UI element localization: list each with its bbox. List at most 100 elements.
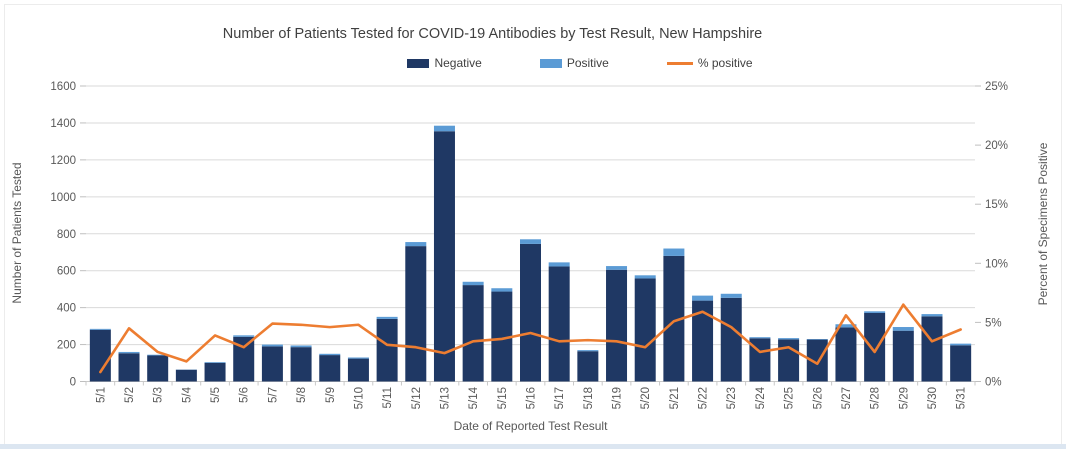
bar-positive	[577, 350, 599, 352]
bar-negative	[204, 362, 226, 382]
legend-label-negative: Negative	[434, 56, 482, 70]
left-axis-tick-label: 600	[57, 266, 76, 278]
right-axis-tick-label: 20%	[985, 140, 1008, 152]
x-axis-category-label: 5/27	[841, 387, 853, 409]
x-axis-category-label: 5/8	[296, 387, 308, 403]
bar-positive	[950, 343, 972, 346]
x-axis-category-label: 5/12	[411, 387, 423, 409]
chart-title: Number of Patients Tested for COVID-19 A…	[222, 26, 763, 42]
bar-positive	[491, 288, 513, 292]
bar-positive	[720, 293, 742, 298]
x-axis-category-label: 5/9	[325, 387, 337, 403]
bar-positive	[261, 344, 283, 347]
bar-positive	[462, 281, 484, 286]
bar-positive	[147, 354, 169, 356]
bar-negative	[347, 358, 369, 382]
right-axis-tick-label: 5%	[985, 317, 1002, 329]
x-axis-category-label: 5/17	[554, 387, 566, 409]
bar-negative	[319, 355, 341, 382]
x-axis-category-label: 5/10	[353, 387, 365, 409]
bar-negative	[175, 369, 197, 382]
bar-negative	[835, 327, 857, 382]
x-axis-category-label: 5/4	[181, 386, 193, 403]
left-axis-tick-label: 800	[57, 229, 76, 241]
left-axis-tick-label: 1400	[50, 118, 76, 130]
x-axis-category-label: 5/13	[439, 387, 451, 409]
bar-positive	[892, 327, 914, 331]
bar-positive	[749, 337, 771, 339]
bar-negative	[405, 246, 427, 382]
bar-positive	[118, 351, 140, 354]
x-axis-category-label: 5/2	[124, 387, 136, 403]
bar-positive	[835, 324, 857, 328]
bar-positive	[634, 275, 656, 279]
bar-positive	[520, 239, 541, 244]
bar-positive	[864, 311, 886, 313]
x-axis-category-label: 5/24	[755, 386, 767, 409]
bar-positive	[319, 353, 341, 356]
x-axis-category-label: 5/19	[612, 387, 624, 409]
left-axis-tick-label: 400	[57, 303, 76, 315]
bottom-border-strip	[0, 444, 1066, 449]
bar-negative	[806, 339, 828, 382]
bar-negative	[147, 355, 169, 382]
negative-swatch-icon	[407, 58, 430, 68]
legend: Negative Positive % positive	[170, 56, 990, 70]
x-axis-category-label: 5/14	[468, 386, 480, 409]
x-axis-category-label: 5/22	[698, 387, 710, 409]
bar-positive	[89, 328, 111, 330]
bar-negative	[462, 285, 484, 382]
legend-label-percent-positive: % positive	[697, 56, 753, 70]
right-axis-tick-label: 0%	[985, 377, 1002, 389]
bar-negative	[634, 278, 656, 382]
legend-label-positive: Positive	[566, 56, 609, 70]
bar-negative	[491, 291, 513, 382]
left-axis-tick-label: 1000	[50, 192, 76, 204]
bar-positive	[233, 335, 255, 337]
x-axis-category-label: 5/28	[870, 387, 882, 409]
bar-positive	[778, 338, 800, 340]
x-axis-category-label: 5/21	[669, 387, 681, 409]
bar-negative	[261, 346, 283, 382]
bar-negative	[290, 347, 312, 382]
x-axis-category-label: 5/5	[210, 387, 222, 403]
x-axis-category-label: 5/30	[927, 387, 939, 409]
x-axis-category-label: 5/23	[726, 387, 738, 409]
bar-negative	[89, 329, 111, 382]
legend-item-percent-positive: % positive	[666, 56, 753, 70]
bar-positive	[290, 345, 312, 348]
x-axis-category-label: 5/1	[95, 387, 107, 403]
x-axis-category-label: 5/11	[382, 387, 394, 409]
right-axis-tick-label: 10%	[985, 258, 1008, 270]
x-axis-category-label: 5/6	[239, 387, 251, 403]
bar-negative	[921, 316, 943, 382]
bar-positive	[663, 248, 685, 256]
bar-positive	[921, 314, 943, 317]
right-axis-title: Percent of Specimens Positive	[1036, 142, 1050, 306]
bar-positive	[405, 242, 427, 247]
bar-negative	[520, 243, 541, 382]
right-axis-tick-label: 15%	[985, 199, 1008, 211]
positive-swatch-icon	[539, 58, 562, 68]
bar-negative	[692, 300, 714, 382]
x-axis-category-label: 5/7	[267, 387, 279, 403]
bar-negative	[950, 345, 972, 382]
bar-positive	[806, 339, 828, 340]
left-axis-tick-label: 1600	[50, 81, 76, 93]
x-axis-category-label: 5/31	[956, 387, 968, 409]
x-axis-category-label: 5/29	[898, 387, 910, 409]
x-axis-category-label: 5/15	[497, 387, 509, 409]
x-axis-category-label: 5/20	[640, 387, 652, 409]
x-axis-category-label: 5/3	[153, 387, 165, 403]
left-axis-tick-label: 1200	[50, 155, 76, 167]
bar-negative	[864, 312, 886, 382]
bar-negative	[233, 336, 255, 382]
percent-positive-line-icon	[666, 61, 693, 65]
legend-item-negative: Negative	[407, 56, 482, 70]
bar-negative	[720, 297, 742, 382]
bar-negative	[606, 269, 628, 382]
bar-positive	[548, 262, 570, 267]
x-axis-category-label: 5/18	[583, 387, 595, 409]
